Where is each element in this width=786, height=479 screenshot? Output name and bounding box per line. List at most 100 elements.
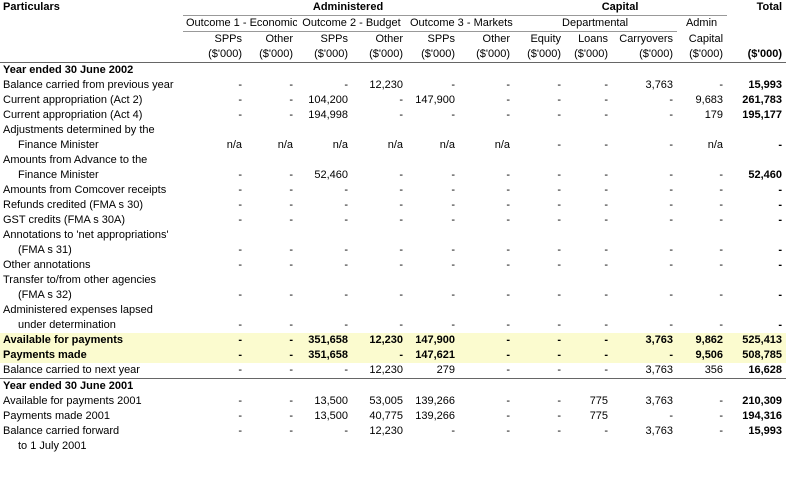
cell: - (506, 425, 511, 437)
empty-cell (514, 228, 565, 243)
empty-cell (352, 273, 407, 288)
total-header: Total (756, 1, 783, 14)
row-label: Year ended 30 June 2001 (0, 378, 183, 394)
cell: - (344, 214, 348, 226)
cell: - (238, 395, 242, 407)
row-label: (FMA s 32) (18, 289, 72, 301)
cell: - (289, 94, 293, 106)
unit-header: ($'000) (677, 47, 728, 63)
table-row: under determination - - - - - - - - - - - (0, 318, 786, 333)
cell: - (238, 410, 242, 422)
empty-cell (459, 63, 514, 79)
row-label: Balance carried forward (3, 425, 120, 437)
empty-cell (352, 153, 407, 168)
cell: - (451, 169, 455, 181)
cell: - (669, 259, 674, 271)
row-label: Payments made (0, 348, 183, 363)
cell: - (506, 319, 511, 331)
empty-cell (459, 153, 514, 168)
cell: - (557, 289, 562, 301)
cell: - (289, 395, 293, 407)
cell: - (604, 214, 609, 226)
unit-header: ($'000) (459, 47, 515, 63)
column-header: SPPs (214, 33, 242, 45)
row-label: Adjustments determined by the (3, 124, 155, 136)
cell: - (451, 319, 455, 331)
table-row: Year ended 30 June 2001 (0, 378, 786, 394)
cell: 279 (436, 364, 455, 376)
cell: n/a (332, 139, 348, 151)
cell: 351,658 (297, 333, 352, 348)
cell: - (612, 348, 678, 363)
row-label: Amounts from Comcover receipts (3, 184, 167, 196)
cell: 3,763 (612, 333, 678, 348)
cell: - (289, 184, 293, 196)
cell: 147,900 (415, 94, 455, 106)
cell: - (451, 244, 455, 256)
cell: - (344, 259, 348, 271)
cell: - (506, 94, 511, 106)
cell: - (506, 214, 511, 226)
empty-cell (677, 273, 727, 288)
cell: - (778, 289, 783, 301)
cell: 139,266 (415, 395, 455, 407)
cell: 139,266 (415, 410, 455, 422)
cell: 9,862 (677, 333, 728, 348)
cell: - (669, 214, 674, 226)
empty-cell (297, 273, 352, 288)
cell: - (557, 259, 562, 271)
cell: - (289, 109, 293, 121)
row-label: Other annotations (3, 259, 91, 271)
cell: - (604, 425, 609, 437)
cell: - (399, 244, 403, 256)
empty-cell (514, 273, 565, 288)
cell: - (604, 244, 609, 256)
empty-cell (677, 123, 727, 138)
empty-cell (677, 439, 727, 454)
cell: - (399, 169, 403, 181)
unit-header: ($'000) (246, 47, 297, 63)
cell: - (289, 289, 293, 301)
empty-cell (246, 273, 297, 288)
cell: - (719, 289, 724, 301)
column-header: SPPs (320, 33, 348, 45)
empty-cell (565, 123, 612, 138)
cell: 104,200 (308, 94, 348, 106)
cell: n/a (494, 139, 511, 151)
cell: - (669, 199, 674, 211)
cell: - (669, 169, 674, 181)
cell: - (238, 169, 242, 181)
cell: - (238, 259, 242, 271)
cell: - (565, 348, 613, 363)
cell: - (344, 199, 348, 211)
cell: 508,785 (727, 348, 786, 363)
row-label: Refunds credited (FMA s 30) (3, 199, 144, 211)
empty-cell (727, 123, 786, 138)
empty-cell (459, 439, 514, 454)
row-label: Available for payments 2001 (3, 395, 142, 407)
cell: - (399, 214, 403, 226)
empty-cell (183, 228, 246, 243)
cell: - (289, 79, 293, 91)
cell: - (719, 410, 724, 422)
cell: - (344, 289, 348, 301)
empty-cell (407, 273, 459, 288)
table-row: Adjustments determined by the (0, 123, 786, 138)
cell: - (719, 184, 724, 196)
cell: - (399, 184, 403, 196)
empty-cell (727, 439, 786, 454)
subgroup-header: Admin (685, 17, 718, 30)
cell: - (719, 79, 724, 91)
cell: 16,628 (748, 364, 783, 376)
table-row: GST credits (FMA s 30A) - - - - - - - - - - - (0, 213, 786, 228)
empty-cell (565, 303, 612, 318)
unit-header: ($'000) (297, 47, 352, 63)
empty-cell (459, 303, 514, 318)
cell: 261,783 (742, 94, 783, 106)
cell: - (238, 364, 242, 376)
cell: - (506, 395, 511, 407)
empty-cell (246, 63, 297, 79)
row-label: Available for payments (0, 333, 183, 348)
row-label: Transfer to/from other agencies (3, 274, 157, 286)
